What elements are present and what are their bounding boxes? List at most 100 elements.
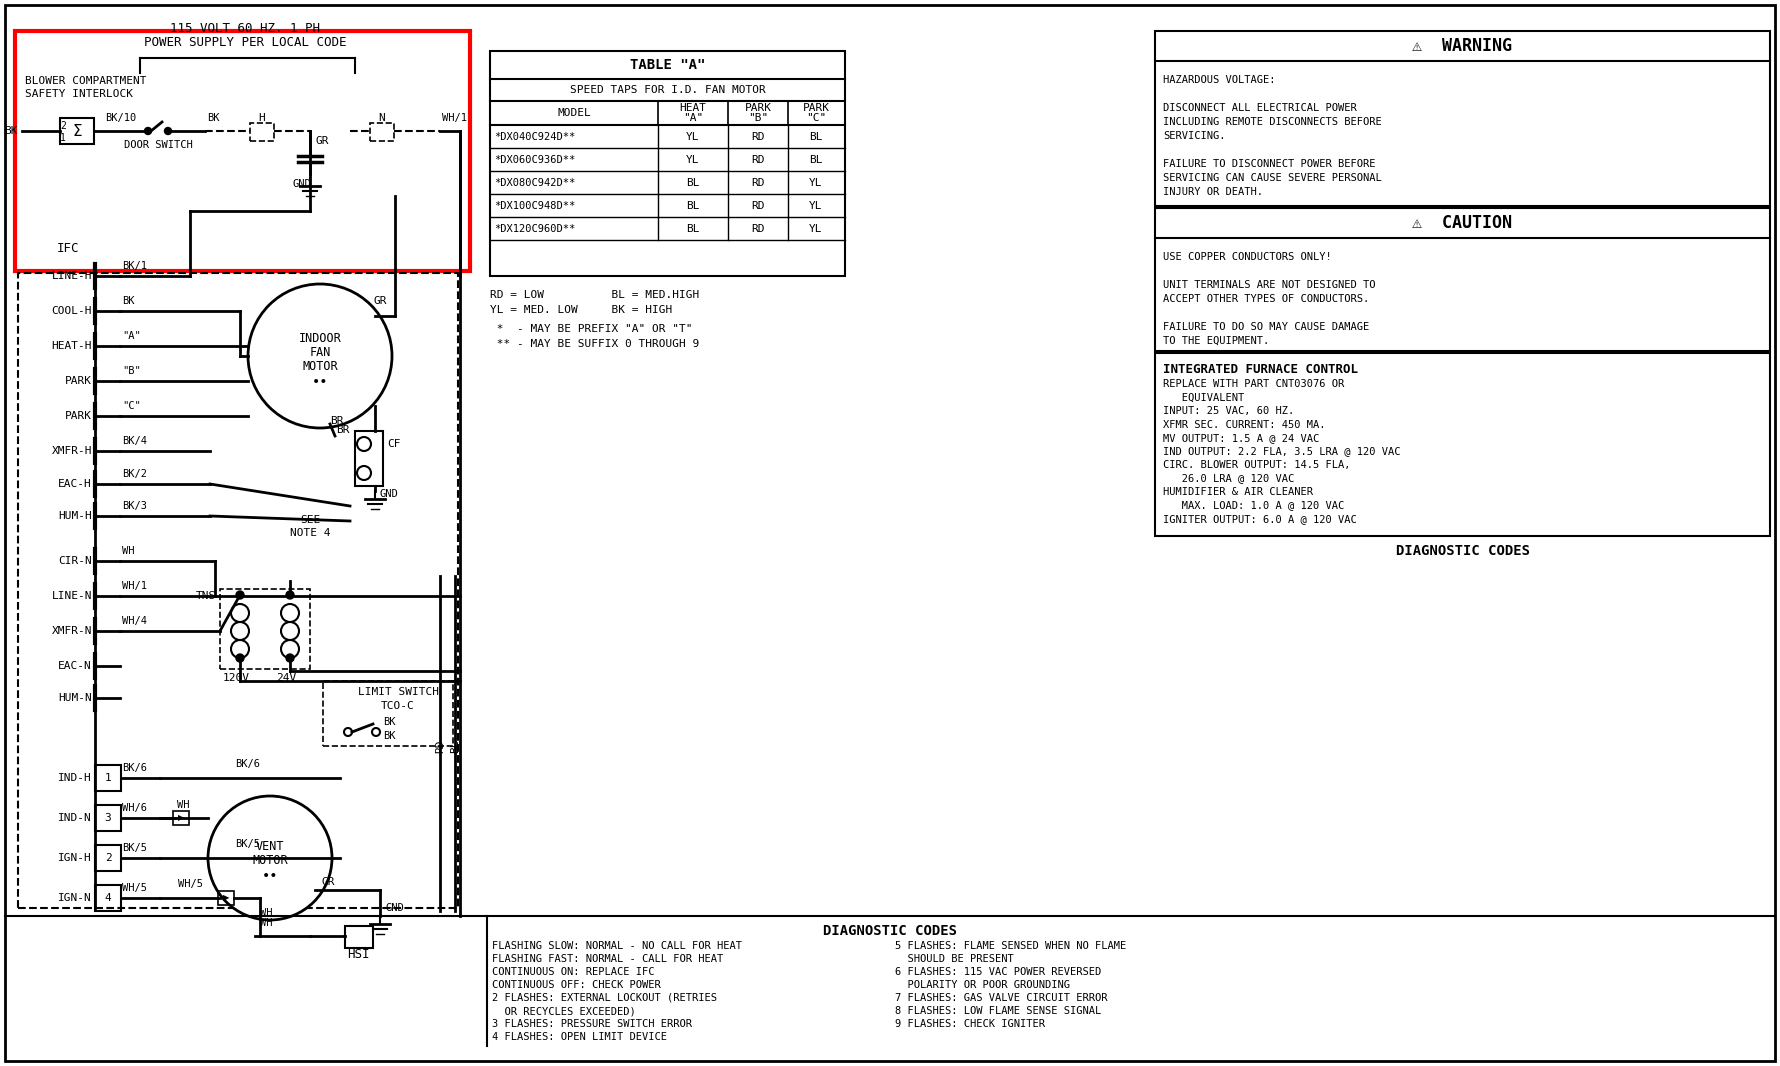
Bar (370, 123, 393, 141)
Text: PARK: PARK (66, 376, 93, 386)
Text: HEAT: HEAT (680, 103, 707, 113)
Text: 26.0 LRA @ 120 VAC: 26.0 LRA @ 120 VAC (1162, 473, 1294, 484)
Text: *DX040C924D**: *DX040C924D** (495, 132, 575, 142)
Text: DISCONNECT ALL ELECTRICAL POWER: DISCONNECT ALL ELECTRICAL POWER (1162, 103, 1356, 113)
Text: HUM-N: HUM-N (59, 693, 93, 702)
Text: GND: GND (384, 903, 404, 912)
Text: 8 FLASHES: LOW FLAME SENSE SIGNAL: 8 FLASHES: LOW FLAME SENSE SIGNAL (895, 1006, 1102, 1016)
Text: 115 VOLT 60 HZ. 1 PH: 115 VOLT 60 HZ. 1 PH (171, 21, 320, 34)
Text: H: H (258, 113, 265, 123)
Text: IGN-H: IGN-H (59, 853, 93, 863)
Text: *DX060C936D**: *DX060C936D** (495, 155, 575, 165)
Text: BL: BL (810, 132, 822, 142)
Text: SAFETY INTERLOCK: SAFETY INTERLOCK (25, 88, 134, 99)
Text: ⚠  CAUTION: ⚠ CAUTION (1413, 214, 1513, 232)
Text: 1: 1 (105, 773, 112, 784)
Bar (94, 845, 121, 871)
Text: XMFR-N: XMFR-N (52, 626, 93, 636)
Bar (1155, 208, 1769, 351)
Text: ••: •• (262, 869, 278, 883)
Text: GND: GND (379, 489, 399, 499)
Bar (94, 765, 121, 791)
Text: TO THE EQUIPMENT.: TO THE EQUIPMENT. (1162, 336, 1269, 346)
Text: 1: 1 (61, 133, 66, 143)
Text: ▶: ▶ (178, 813, 185, 823)
Bar (249, 123, 274, 141)
Text: VENT: VENT (256, 840, 285, 853)
Text: RD: RD (751, 224, 765, 235)
Text: Σ: Σ (73, 124, 82, 139)
Text: RD: RD (751, 132, 765, 142)
Text: 4 FLASHES: OPEN LIMIT DEVICE: 4 FLASHES: OPEN LIMIT DEVICE (491, 1032, 668, 1041)
Text: 3: 3 (105, 813, 112, 823)
Text: BK/3: BK/3 (123, 501, 148, 511)
Text: XMFR-H: XMFR-H (52, 446, 93, 456)
Text: IND OUTPUT: 2.2 FLA, 3.5 LRA @ 120 VAC: IND OUTPUT: 2.2 FLA, 3.5 LRA @ 120 VAC (1162, 447, 1401, 456)
Bar (354, 431, 383, 486)
Text: CONTINUOUS ON: REPLACE IFC: CONTINUOUS ON: REPLACE IFC (491, 967, 655, 978)
Text: *  - MAY BE PREFIX "A" OR "T": * - MAY BE PREFIX "A" OR "T" (490, 324, 692, 334)
Text: BL: BL (687, 178, 700, 188)
Text: RD: RD (751, 178, 765, 188)
Circle shape (287, 655, 294, 662)
Text: YL: YL (810, 178, 822, 188)
Text: DOOR SWITCH: DOOR SWITCH (123, 140, 192, 150)
Text: EAC-H: EAC-H (59, 479, 93, 489)
Text: INDOOR: INDOOR (299, 332, 342, 344)
Text: PARK: PARK (803, 103, 829, 113)
Text: IFC: IFC (57, 242, 80, 255)
Text: CONTINUOUS OFF: CHECK POWER: CONTINUOUS OFF: CHECK POWER (491, 980, 660, 990)
Text: EQUIVALENT: EQUIVALENT (1162, 392, 1244, 403)
Text: REPLACE WITH PART CNT03076 OR: REPLACE WITH PART CNT03076 OR (1162, 379, 1344, 389)
Circle shape (237, 655, 244, 662)
Text: 2: 2 (61, 122, 66, 131)
Text: 24V: 24V (276, 673, 295, 683)
Text: MOTOR: MOTOR (303, 359, 338, 372)
Text: BK: BK (383, 717, 395, 727)
Bar (173, 811, 189, 825)
Bar (217, 891, 233, 905)
Text: YL: YL (810, 201, 822, 211)
Text: *DX100C948D**: *DX100C948D** (495, 201, 575, 211)
Text: BL: BL (450, 739, 459, 753)
Bar (61, 118, 94, 144)
Bar (18, 273, 457, 908)
Text: LINE-N: LINE-N (52, 591, 93, 601)
Text: 4: 4 (105, 893, 112, 903)
Text: WH: WH (176, 800, 189, 810)
Text: INTEGRATED FURNACE CONTROL: INTEGRATED FURNACE CONTROL (1162, 364, 1358, 376)
Bar (14, 31, 470, 271)
Text: SERVICING CAN CAUSE SEVERE PERSONAL: SERVICING CAN CAUSE SEVERE PERSONAL (1162, 173, 1381, 183)
Text: BK/2: BK/2 (123, 469, 148, 479)
Text: CF: CF (386, 439, 400, 449)
Text: IGNITER OUTPUT: 6.0 A @ 120 VAC: IGNITER OUTPUT: 6.0 A @ 120 VAC (1162, 514, 1356, 524)
Text: HUM-H: HUM-H (59, 511, 93, 521)
Text: WH/5: WH/5 (123, 883, 148, 893)
Bar (490, 51, 846, 276)
Text: YL: YL (687, 132, 700, 142)
Text: LIMIT SWITCH: LIMIT SWITCH (358, 687, 438, 697)
Text: DIAGNOSTIC CODES: DIAGNOSTIC CODES (822, 924, 958, 938)
Text: FAILURE TO DISCONNECT POWER BEFORE: FAILURE TO DISCONNECT POWER BEFORE (1162, 159, 1376, 169)
Text: OR RECYCLES EXCEEDED): OR RECYCLES EXCEEDED) (491, 1006, 635, 1016)
Text: ⚠  WARNING: ⚠ WARNING (1413, 37, 1513, 55)
Text: BR: BR (336, 425, 349, 435)
Text: ACCEPT OTHER TYPES OF CONDUCTORS.: ACCEPT OTHER TYPES OF CONDUCTORS. (1162, 294, 1369, 304)
Text: EAC-N: EAC-N (59, 661, 93, 671)
Text: YL: YL (810, 224, 822, 235)
Text: WH/5: WH/5 (178, 879, 203, 889)
Text: TNS: TNS (196, 591, 215, 601)
Text: HSI: HSI (347, 948, 368, 960)
Text: ▶: ▶ (222, 893, 230, 903)
Text: USE COPPER CONDUCTORS ONLY!: USE COPPER CONDUCTORS ONLY! (1162, 252, 1331, 262)
Text: COOL-H: COOL-H (52, 306, 93, 316)
Text: BK/1: BK/1 (123, 261, 148, 271)
Circle shape (144, 128, 151, 134)
Text: LINE-H: LINE-H (52, 271, 93, 281)
Text: MOTOR: MOTOR (253, 854, 288, 867)
Text: BL: BL (687, 224, 700, 235)
Text: BK/6: BK/6 (123, 763, 148, 773)
Text: UNIT TERMINALS ARE NOT DESIGNED TO: UNIT TERMINALS ARE NOT DESIGNED TO (1162, 280, 1376, 290)
Text: 9 FLASHES: CHECK IGNITER: 9 FLASHES: CHECK IGNITER (895, 1019, 1045, 1029)
Text: 2 FLASHES: EXTERNAL LOCKOUT (RETRIES: 2 FLASHES: EXTERNAL LOCKOUT (RETRIES (491, 994, 717, 1003)
